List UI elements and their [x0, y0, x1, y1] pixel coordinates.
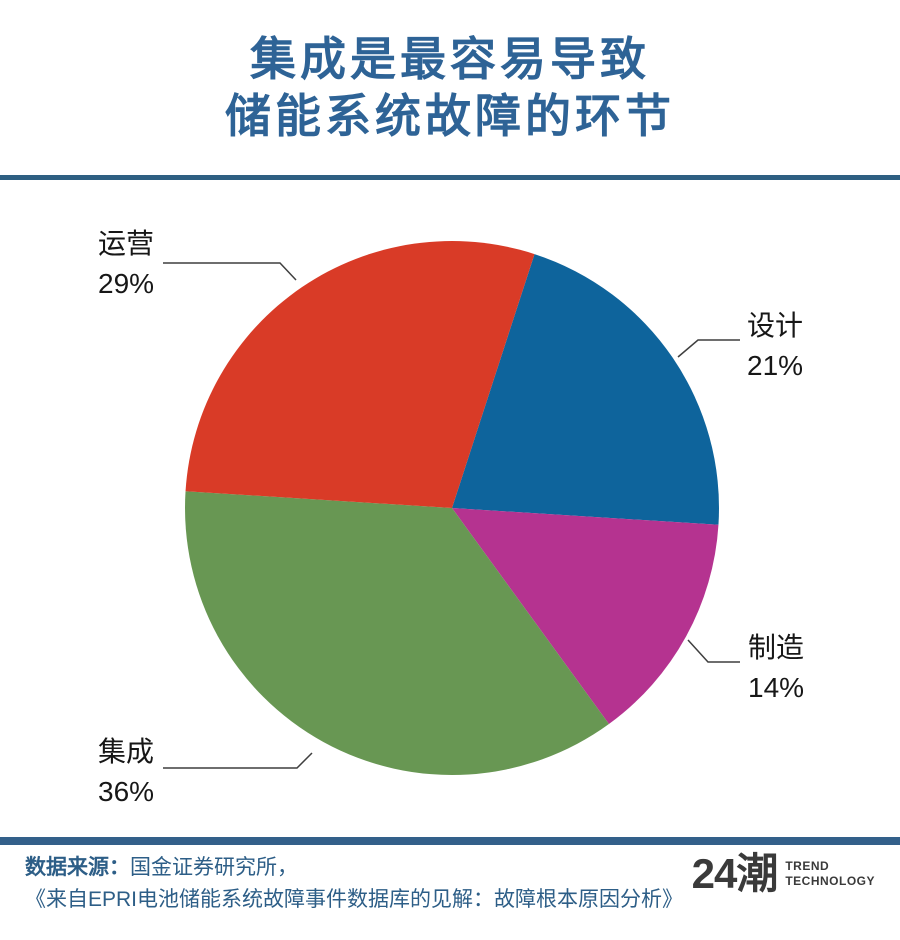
brand-logo: 24潮 TREND TECHNOLOGY — [692, 852, 875, 896]
footer-divider — [0, 837, 900, 845]
source-line1: 数据来源：国金证券研究所， — [25, 852, 683, 884]
callout-sheji-pct: 21% — [747, 350, 804, 381]
leader-line-sheji — [677, 339, 740, 358]
source-line2: 《来自EPRI电池储能系统故障事件数据库的见解：故障根本原因分析》 — [25, 888, 684, 911]
header-divider — [0, 175, 900, 180]
brand-logo-sub1: TREND — [785, 859, 830, 873]
callout-zhizao-label: 制造 — [748, 632, 805, 663]
callout-jicheng-label: 集成 — [98, 736, 155, 767]
pie-slices — [185, 241, 719, 776]
pie-slice-集成 — [185, 491, 609, 776]
source-prefix: 数据来源： — [25, 856, 130, 879]
callout-yunying: 运营 29% — [98, 224, 154, 304]
leader-line-yunying — [163, 262, 297, 281]
brand-logo-subtitle: TREND TECHNOLOGY — [785, 859, 875, 889]
callout-zhizao-pct: 14% — [748, 672, 805, 703]
source-text: 数据来源：国金证券研究所， 《来自EPRI电池储能系统故障事件数据库的见解：故障… — [25, 852, 683, 916]
page-title-line2: 储能系统故障的环节 — [225, 89, 675, 142]
callout-yunying-pct: 29% — [98, 268, 155, 299]
pie-slice-运营 — [185, 241, 535, 508]
brand-logo-sub2: TECHNOLOGY — [785, 874, 875, 888]
page-title-line1: 集成是最容易导致 — [250, 32, 650, 85]
callout-sheji-label: 设计 — [747, 310, 804, 341]
pie-svg — [163, 241, 740, 776]
callout-jicheng-pct: 36% — [98, 776, 155, 807]
leader-line-zhizao — [687, 639, 740, 663]
callout-jicheng: 集成 36% — [98, 732, 154, 812]
callout-yunying-label: 运营 — [98, 228, 155, 259]
header: 集成是最容易导致 储能系统故障的环节 — [0, 0, 900, 175]
pie-slice-设计 — [452, 254, 719, 525]
brand-logo-text: 24潮 — [691, 850, 779, 897]
source-name: 国金证券研究所， — [130, 856, 298, 879]
pie-chart: 运营 29% 设计 21% 制造 14% 集成 36% — [0, 180, 900, 837]
callout-sheji: 设计 21% — [747, 306, 803, 386]
leader-line-jicheng — [163, 752, 313, 769]
pie-slice-制造 — [452, 508, 719, 725]
callout-zhizao: 制造 14% — [748, 628, 804, 708]
